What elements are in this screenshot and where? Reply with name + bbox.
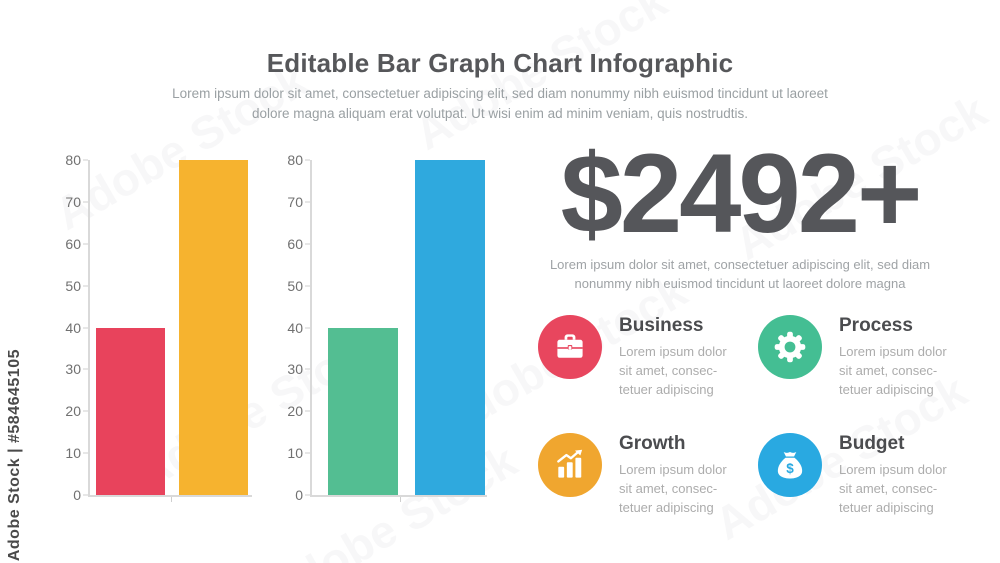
- feature-budget: $ Budget Lorem ipsum dolor sit amet, con…: [758, 433, 978, 517]
- features-grid: Business Lorem ipsum dolor sit amet, con…: [538, 315, 978, 517]
- y-axis-tick-mark: [305, 201, 310, 203]
- chart-plot-area: 0 10 20 30 40 50 60 70 80: [287, 152, 487, 503]
- y-axis-tick-label: 20: [65, 403, 81, 420]
- y-axis-tick-mark: [305, 410, 310, 412]
- bars-group: [90, 160, 252, 495]
- feature-title: Growth: [619, 433, 686, 454]
- y-axis-tick-label: 80: [287, 152, 303, 168]
- y-axis-tick-label: 0: [295, 487, 303, 503]
- y-axis-tick-mark: [305, 327, 310, 328]
- bar-chart-right: 0 10 20 30 40 50 60 70 80: [272, 152, 487, 503]
- y-axis-tick-label: 70: [287, 193, 303, 210]
- feature-description: Lorem ipsum dolor sit amet, consec- tetu…: [839, 344, 947, 397]
- y-axis-tick-label: 30: [287, 361, 303, 378]
- y-axis-tick-label: 30: [65, 361, 81, 378]
- gear-icon: [774, 331, 806, 363]
- briefcase-icon: [557, 334, 583, 358]
- y-axis-tick-mark: [305, 452, 310, 454]
- y-axis-tick-mark: [83, 452, 88, 454]
- budget-icon-circle: $: [758, 433, 822, 497]
- y-axis-tick-label: 60: [65, 235, 81, 252]
- gear-hole: [784, 341, 796, 353]
- bar-chart-left: 0 10 20 30 40 50 60 70 80: [50, 152, 252, 503]
- y-axis-tick-mark: [83, 410, 88, 412]
- y-axis-tick-label: 10: [65, 445, 81, 462]
- stat-value: $2492+: [560, 131, 923, 256]
- process-icon-circle: [758, 315, 822, 379]
- y-axis-tick-label: 0: [73, 487, 81, 503]
- feature-description: Lorem ipsum dolor sit amet, consec- tetu…: [619, 462, 727, 515]
- stat-description-text: Lorem ipsum dolor sit amet, consectetuer…: [549, 257, 931, 291]
- dollar-sign: $: [786, 461, 794, 476]
- bar-blue: [415, 160, 485, 495]
- chart-plot-area: 0 10 20 30 40 50 60 70 80: [65, 152, 252, 503]
- y-axis-tick-mark: [83, 494, 88, 496]
- feature-title: Business: [619, 315, 704, 336]
- y-axis-tick-mark: [305, 368, 310, 370]
- feature-title: Process: [839, 315, 913, 336]
- page-subtitle: Lorem ipsum dolor sit amet, consectetuer…: [0, 84, 1000, 124]
- bar-green: [328, 327, 398, 495]
- y-axis-tick-mark: [83, 201, 88, 203]
- business-icon-circle: [538, 315, 602, 379]
- bars-group: [312, 160, 487, 495]
- feature-description: Lorem ipsum dolor sit amet, consec- tetu…: [619, 344, 727, 397]
- feature-description: Lorem ipsum dolor sit amet, consec- tetu…: [839, 462, 947, 515]
- y-axis-tick-label: 10: [287, 445, 303, 462]
- y-axis-tick-mark: [83, 368, 88, 370]
- y-axis-tick-mark: [83, 243, 88, 245]
- y-axis-tick-mark: [305, 494, 310, 496]
- y-axis-tick-mark: [305, 285, 310, 287]
- y-axis-tick-label: 40: [287, 319, 303, 336]
- x-axis-tick: [399, 497, 401, 502]
- stat-description: Lorem ipsum dolor sit amet, consectetuer…: [520, 255, 960, 293]
- y-axis-tick-label: 20: [287, 403, 303, 420]
- y-axis-tick-mark: [83, 327, 88, 328]
- y-axis-tick-label: 50: [287, 277, 303, 294]
- y-axis-tick-mark: [83, 159, 88, 161]
- y-axis-tick-label: 60: [287, 235, 303, 252]
- y-axis-tick-label: 70: [65, 193, 81, 210]
- bar-yellow: [179, 160, 248, 495]
- feature-title: Budget: [839, 433, 905, 454]
- growth-icon-circle: [538, 433, 602, 497]
- money-bag-icon: $: [777, 451, 803, 479]
- y-axis-tick-label: 80: [65, 152, 81, 168]
- y-axis-tick-label: 40: [65, 319, 81, 336]
- x-axis-tick: [171, 497, 172, 502]
- y-axis-tick-mark: [305, 159, 310, 161]
- feature-process: Process Lorem ipsum dolor sit amet, cons…: [758, 315, 978, 399]
- growth-chart-icon: [557, 449, 583, 478]
- stock-id-watermark: Adobe Stock | #584645105: [6, 348, 23, 561]
- y-axis-tick-mark: [83, 285, 88, 287]
- y-axis-tick-label: 50: [65, 277, 81, 294]
- feature-business: Business Lorem ipsum dolor sit amet, con…: [538, 315, 758, 399]
- page-title: Editable Bar Graph Chart Infographic: [266, 48, 734, 78]
- y-axis-tick-mark: [305, 243, 310, 245]
- page-subtitle-text: Lorem ipsum dolor sit amet, consectetuer…: [172, 86, 828, 121]
- bar-red: [96, 327, 165, 495]
- feature-growth: Growth Lorem ipsum dolor sit amet, conse…: [538, 433, 758, 517]
